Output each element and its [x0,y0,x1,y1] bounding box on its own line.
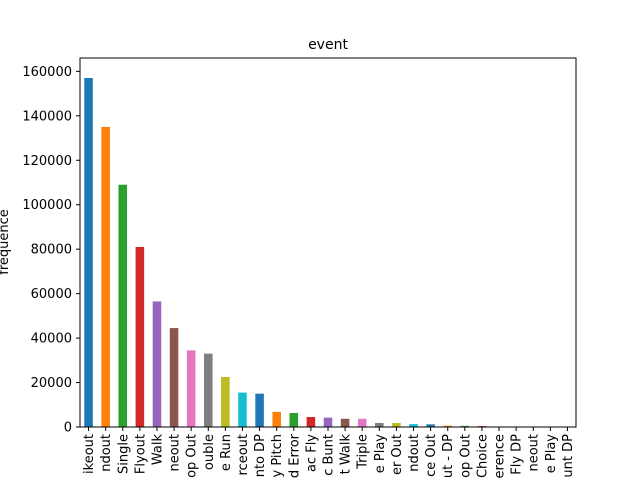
x-tick-label: neout [527,434,542,472]
x-tick-label: y Pitch [270,434,285,477]
y-tick-label: 60000 [31,287,72,302]
bar-21 [426,424,435,427]
x-tick-label: e Run [219,434,234,471]
x-tick-label: ac Fly [304,434,319,472]
bar-19 [392,423,401,427]
x-tick-label: ndout [407,434,422,472]
bar-22 [443,425,452,427]
x-tick-label: op Out [185,434,200,478]
x-tick-label: er Out [390,434,405,475]
bar-13 [289,413,299,427]
y-tick-label: 0 [64,421,72,436]
x-tick-label: erence [493,434,508,478]
x-axis: ikeout ndout Single Flyout Walk neout op Out ou… [82,427,576,478]
x-tick-label: unt DP [561,434,576,478]
x-tick-label: nto DP [253,434,268,477]
bar-4 [135,246,145,427]
y-tick-label: 100000 [22,198,72,213]
x-tick-label: ut - DP [441,434,456,478]
bar-6 [169,328,179,427]
bar-5 [152,301,162,427]
bar-7 [186,350,196,427]
x-tick-label: Fly DP [510,434,525,475]
bar-11 [255,393,264,427]
x-tick-label: d Error [287,433,302,478]
x-tick-label: t Walk [339,434,354,475]
bar-9 [221,376,230,427]
y-tick-label: 40000 [31,332,72,347]
x-tick-label: ce Out [424,434,439,477]
y-axis: 0 20000 40000 60000 80000 100000 120000 140000 1… [22,65,80,436]
bars-group [84,78,572,427]
bar-14 [306,417,316,427]
y-tick-label: 140000 [22,109,72,124]
bar-15 [323,417,333,427]
y-tick-label: 80000 [31,243,72,258]
bar-20 [409,424,418,427]
chart-title: event [308,37,348,53]
x-tick-label: c Bunt [322,434,337,476]
x-tick-label: neout [168,434,183,472]
x-tick-label: e Play [373,434,388,474]
bar-18 [375,423,384,427]
y-tick-label: 120000 [22,154,72,169]
plot-frame [79,57,577,428]
bar-1 [84,78,93,427]
x-tick-label: rceout [236,434,251,476]
x-tick-label: Choice [475,434,490,478]
bar-2 [101,126,110,427]
x-tick-label: ndout [99,434,114,472]
y-tick-label: 20000 [31,376,72,391]
bar-12 [272,411,281,427]
bar-23 [460,425,470,427]
x-tick-label: e Play [544,434,559,474]
bar-3 [118,184,128,427]
x-tick-label: ouble [202,434,217,470]
x-tick-label: ikeout [82,434,97,474]
x-tick-label: Flyout [133,434,148,474]
x-tick-label: Triple [356,434,371,470]
y-axis-label: frequence [0,209,12,275]
x-tick-label: op Out [458,434,473,478]
bar-10 [238,392,247,427]
bar-17 [357,418,367,427]
bar-8 [204,353,213,427]
y-tick-label: 160000 [22,65,72,80]
x-tick-label: Walk [150,434,165,466]
x-tick-label: Single [116,434,131,474]
bar-16 [340,418,350,427]
